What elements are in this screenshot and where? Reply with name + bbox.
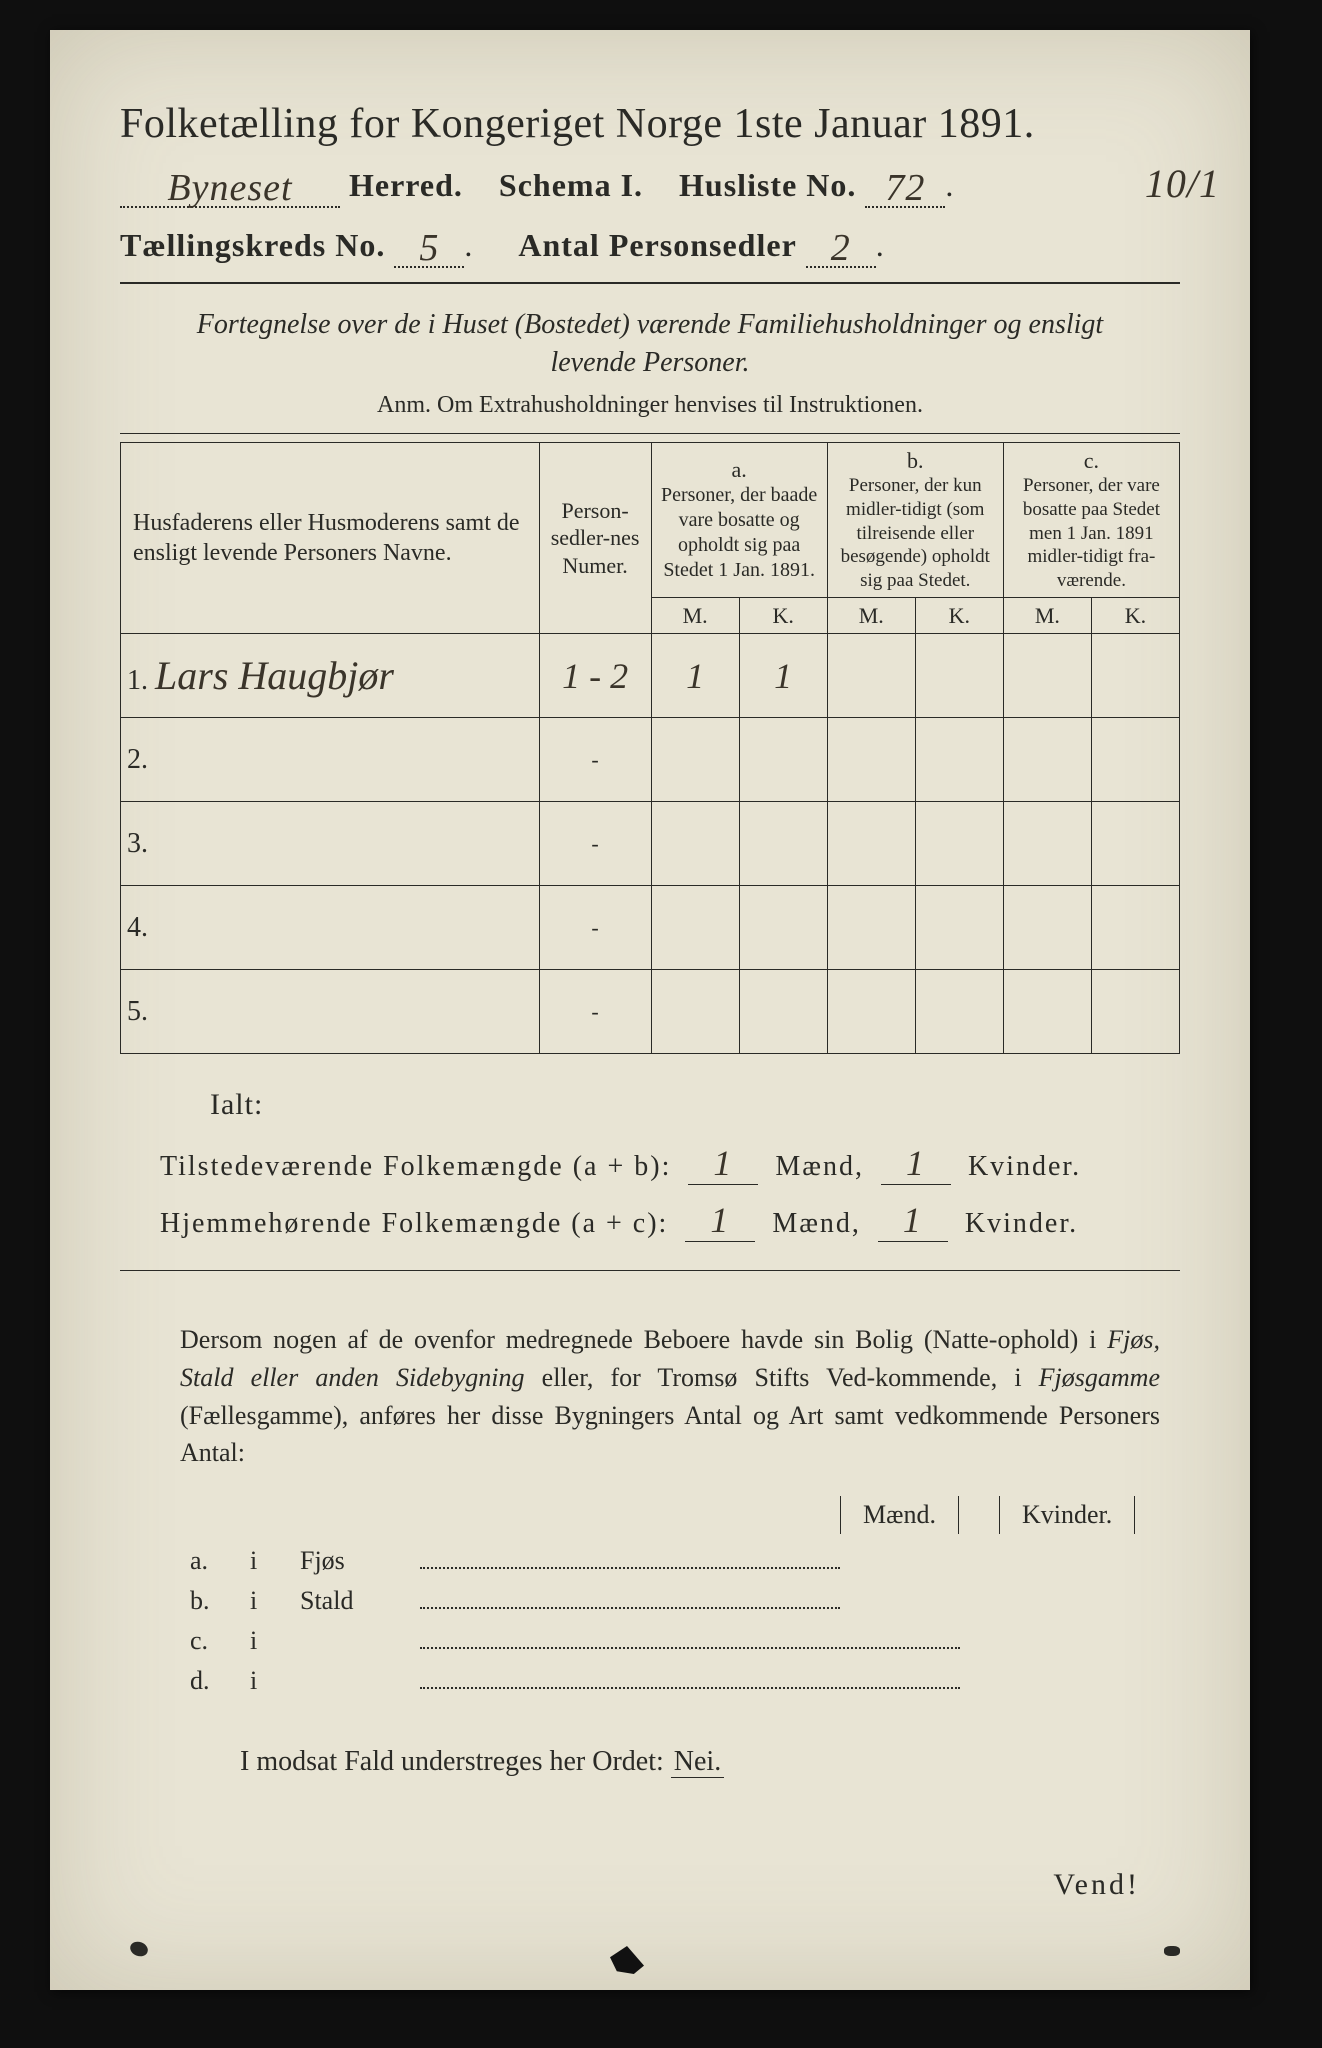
th-a-k: K. bbox=[739, 597, 827, 634]
header-line-2: Tællingskreds No. 5. Antal Personsedler … bbox=[120, 222, 1180, 268]
sum2-m: 1 bbox=[710, 1200, 730, 1240]
nei-word: Nei. bbox=[671, 1746, 724, 1778]
th-name: Husfaderens eller Husmoderens samt de en… bbox=[121, 442, 540, 634]
cell-a-k: 1 bbox=[774, 656, 792, 696]
lower-idx: a. bbox=[190, 1546, 250, 1576]
herred-value: Byneset bbox=[167, 167, 292, 209]
antal-label: Antal Personsedler bbox=[518, 227, 796, 263]
maend-label: Mænd, bbox=[772, 1208, 861, 1239]
sum-line-1: Tilstedeværende Folkemængde (a + b): 1 M… bbox=[160, 1142, 1180, 1185]
taellingskreds-value: 5 bbox=[419, 227, 439, 269]
row-num: 1. bbox=[127, 665, 148, 696]
row-sedler: 1 - 2 bbox=[562, 656, 628, 696]
kvinder-label: Kvinder. bbox=[968, 1151, 1081, 1182]
form-anm: Anm. Om Extrahusholdninger henvises til … bbox=[120, 392, 1180, 419]
dotted-line bbox=[420, 1586, 840, 1609]
th-b-k: K. bbox=[915, 597, 1003, 634]
nei-line: I modsat Fald understreges her Ordet: Ne… bbox=[240, 1746, 1180, 1778]
lower-idx: d. bbox=[190, 1666, 250, 1696]
sum1-m: 1 bbox=[713, 1143, 733, 1183]
schema-label: Schema I. bbox=[499, 167, 643, 203]
th-b-top: b. Personer, der kun midler-tidigt (som … bbox=[827, 442, 1003, 597]
sum-line-2: Hjemmehørende Folkemængde (a + c): 1 Mæn… bbox=[160, 1199, 1180, 1242]
cell-b-k bbox=[915, 634, 1003, 718]
husliste-label: Husliste No. bbox=[679, 167, 856, 203]
sum2-k: 1 bbox=[903, 1200, 923, 1240]
lower-row: c. i bbox=[190, 1626, 1180, 1656]
dotted-line bbox=[420, 1666, 960, 1689]
paper-sheet: Folketælling for Kongeriget Norge 1ste J… bbox=[50, 30, 1250, 1990]
sum2-label: Hjemmehørende Folkemængde (a + c): bbox=[160, 1208, 668, 1239]
sum1-label: Tilstedeværende Folkemængde (a + b): bbox=[160, 1151, 671, 1182]
lower-row: b. i Stald bbox=[190, 1586, 1180, 1616]
table-row: 4. - bbox=[121, 886, 1180, 970]
row-num: 2. bbox=[127, 744, 148, 775]
lower-head: Mænd. Kvinder. bbox=[840, 1496, 1180, 1534]
cell-a-m: 1 bbox=[686, 656, 704, 696]
table-row: 1. Lars Haugbjør 1 - 2 1 1 bbox=[121, 634, 1180, 718]
row-sedler: - bbox=[539, 718, 651, 802]
lower-row: a. i Fjøs bbox=[190, 1546, 1180, 1576]
ink-blot bbox=[1164, 1946, 1180, 1956]
cell-b-m bbox=[827, 634, 915, 718]
table-row: 2. - bbox=[121, 718, 1180, 802]
th-b-m: M. bbox=[827, 597, 915, 634]
th-a-top: a. Personer, der baade vare bosatte og o… bbox=[651, 442, 827, 597]
lower-i: i bbox=[250, 1626, 300, 1656]
lower-head-m: Mænd. bbox=[840, 1496, 959, 1534]
th-c-k: K. bbox=[1091, 597, 1179, 634]
husliste-value: 72 bbox=[885, 167, 925, 209]
taellingskreds-label: Tællingskreds No. bbox=[120, 227, 385, 263]
ialt-label: Ialt: bbox=[210, 1088, 1180, 1122]
cell-c-k bbox=[1091, 634, 1179, 718]
lower-table: a. i Fjøs b. i Stald c. i bbox=[190, 1546, 1180, 1696]
vend-label: Vend! bbox=[120, 1868, 1140, 1902]
lower-idx: b. bbox=[190, 1586, 250, 1616]
divider-thin bbox=[120, 1270, 1180, 1271]
divider-thin bbox=[120, 433, 1180, 434]
row-sedler: - bbox=[539, 802, 651, 886]
maend-label: Mænd, bbox=[775, 1151, 864, 1182]
lower-i: i bbox=[250, 1666, 300, 1696]
herred-label: Herred. bbox=[349, 167, 463, 203]
row-num: 3. bbox=[127, 828, 148, 859]
household-table: Husfaderens eller Husmoderens samt de en… bbox=[120, 442, 1180, 1055]
row-sedler: - bbox=[539, 970, 651, 1054]
lower-head-k: Kvinder. bbox=[999, 1496, 1135, 1534]
th-a-m: M. bbox=[651, 597, 739, 634]
lower-i: i bbox=[250, 1546, 300, 1576]
row-name: Lars Haugbjør bbox=[155, 653, 394, 698]
form-content: Folketælling for Kongeriget Norge 1ste J… bbox=[120, 100, 1180, 1902]
kvinder-label: Kvinder. bbox=[965, 1208, 1078, 1239]
table-row: 5. - bbox=[121, 970, 1180, 1054]
lower-name: Fjøs bbox=[300, 1546, 420, 1576]
ink-blot bbox=[128, 1939, 150, 1958]
row-num: 4. bbox=[127, 912, 148, 943]
lower-idx: c. bbox=[190, 1626, 250, 1656]
paragraph: Dersom nogen af de ovenfor medregnede Be… bbox=[180, 1321, 1160, 1472]
lower-row: d. i bbox=[190, 1666, 1180, 1696]
row-num: 5. bbox=[127, 996, 148, 1027]
dotted-line bbox=[420, 1546, 840, 1569]
paper-tear bbox=[610, 1946, 644, 1974]
header-line-1: Byneset Herred. Schema I. Husliste No. 7… bbox=[120, 162, 1180, 208]
table-body: 1. Lars Haugbjør 1 - 2 1 1 2. - bbox=[121, 634, 1180, 1054]
th-c-top: c. Personer, der vare bosatte paa Stedet… bbox=[1003, 442, 1179, 597]
sum1-k: 1 bbox=[906, 1143, 926, 1183]
th-num: Person-sedler-nes Numer. bbox=[539, 442, 651, 634]
scan-background: Folketælling for Kongeriget Norge 1ste J… bbox=[0, 0, 1322, 2048]
margin-note: 10/1 bbox=[1145, 160, 1220, 207]
lower-name: Stald bbox=[300, 1586, 420, 1616]
th-c-m: M. bbox=[1003, 597, 1091, 634]
cell-c-m bbox=[1003, 634, 1091, 718]
form-description: Fortegnelse over de i Huset (Bostedet) v… bbox=[160, 306, 1140, 382]
divider bbox=[120, 282, 1180, 284]
form-title: Folketælling for Kongeriget Norge 1ste J… bbox=[120, 100, 1180, 148]
row-sedler: - bbox=[539, 886, 651, 970]
lower-i: i bbox=[250, 1586, 300, 1616]
antal-value: 2 bbox=[831, 227, 851, 269]
dotted-line bbox=[420, 1626, 960, 1649]
table-row: 3. - bbox=[121, 802, 1180, 886]
